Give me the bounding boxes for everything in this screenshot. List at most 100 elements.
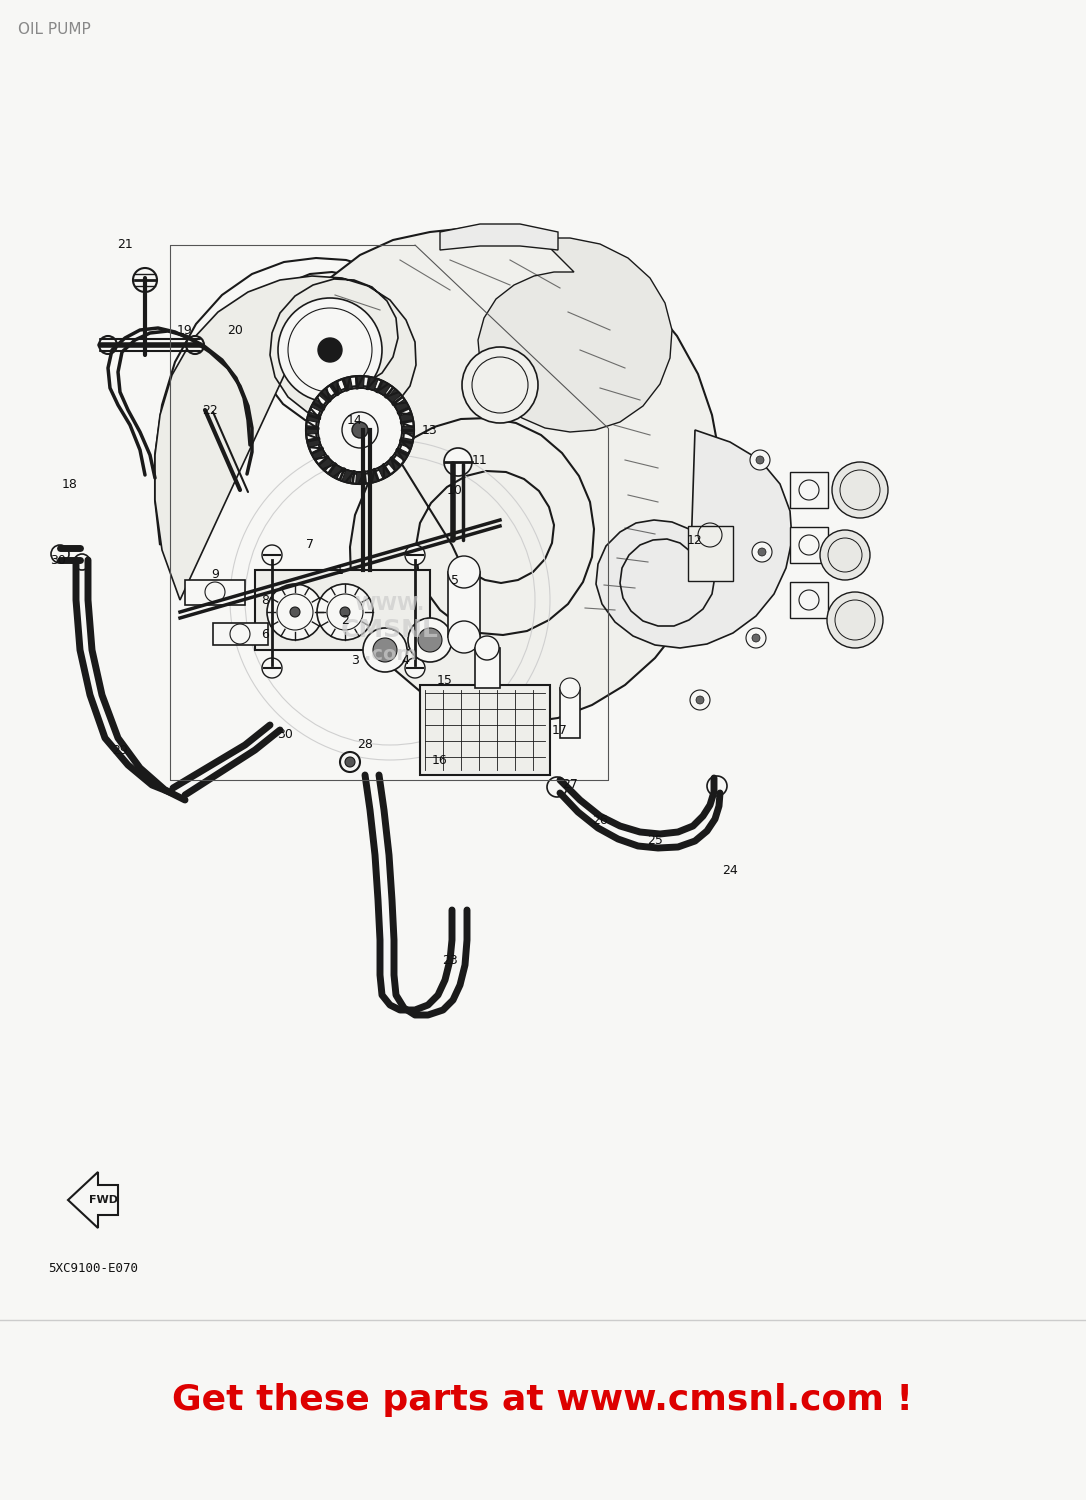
Polygon shape [400, 413, 413, 423]
Circle shape [752, 634, 760, 642]
Circle shape [560, 678, 580, 698]
Polygon shape [329, 381, 342, 396]
Circle shape [51, 544, 70, 562]
Text: 20: 20 [227, 324, 243, 336]
Bar [790, 526, 828, 562]
Bar [689, 526, 733, 580]
Text: 29: 29 [112, 744, 128, 756]
Polygon shape [402, 426, 414, 435]
Circle shape [449, 621, 480, 652]
Polygon shape [378, 465, 391, 478]
Text: 8: 8 [261, 594, 269, 606]
Text: 12: 12 [687, 534, 703, 546]
Polygon shape [307, 438, 320, 448]
Text: 15: 15 [437, 674, 453, 687]
Polygon shape [388, 388, 401, 404]
Circle shape [756, 456, 763, 464]
Circle shape [340, 608, 350, 616]
Bar [420, 686, 550, 776]
Bar [255, 570, 430, 650]
Bar [560, 688, 580, 738]
Bar [185, 580, 245, 604]
Polygon shape [342, 470, 352, 483]
Text: 27: 27 [563, 778, 578, 792]
Circle shape [820, 530, 870, 580]
Polygon shape [305, 228, 720, 723]
Text: 30: 30 [50, 554, 66, 567]
Circle shape [462, 346, 538, 423]
Circle shape [758, 548, 766, 556]
Text: .com: .com [364, 645, 416, 664]
Circle shape [707, 776, 727, 796]
Text: 10: 10 [447, 483, 463, 496]
Text: 5XC9100-E070: 5XC9100-E070 [48, 1262, 138, 1275]
Circle shape [352, 422, 368, 438]
Bar [790, 472, 828, 508]
Circle shape [99, 336, 117, 354]
Circle shape [405, 544, 425, 566]
Polygon shape [342, 376, 352, 390]
Circle shape [444, 448, 472, 476]
Circle shape [318, 338, 342, 362]
Circle shape [317, 584, 372, 640]
Text: Get these parts at www.cmsnl.com !: Get these parts at www.cmsnl.com ! [173, 1383, 913, 1417]
Circle shape [278, 298, 382, 402]
Text: 21: 21 [117, 238, 132, 252]
Text: OIL PUMP: OIL PUMP [18, 22, 91, 38]
Polygon shape [394, 399, 408, 412]
Text: 24: 24 [722, 864, 737, 876]
Text: 26: 26 [592, 813, 608, 826]
Polygon shape [400, 438, 413, 448]
Text: 2: 2 [341, 614, 349, 627]
Text: 14: 14 [348, 414, 363, 426]
Circle shape [186, 336, 204, 354]
Circle shape [547, 777, 567, 796]
Polygon shape [306, 426, 318, 435]
Circle shape [363, 628, 407, 672]
Text: 25: 25 [647, 834, 662, 846]
Circle shape [832, 462, 888, 518]
Text: 7: 7 [306, 538, 314, 552]
Circle shape [405, 658, 425, 678]
Circle shape [696, 696, 704, 703]
Circle shape [306, 376, 414, 484]
Polygon shape [394, 448, 408, 460]
Text: 19: 19 [177, 324, 193, 336]
Text: 17: 17 [552, 723, 568, 736]
Circle shape [449, 556, 480, 588]
Bar [449, 572, 480, 638]
Circle shape [290, 608, 300, 616]
Circle shape [828, 592, 883, 648]
Circle shape [340, 752, 359, 772]
Text: 16: 16 [432, 753, 447, 766]
Text: 28: 28 [357, 738, 372, 752]
Bar [213, 622, 268, 645]
Circle shape [418, 628, 442, 652]
Text: 11: 11 [472, 453, 488, 466]
Polygon shape [367, 470, 378, 483]
Circle shape [74, 554, 90, 570]
Text: 18: 18 [62, 478, 78, 492]
Polygon shape [356, 472, 364, 484]
Polygon shape [312, 399, 326, 412]
Polygon shape [319, 388, 332, 404]
Text: 22: 22 [202, 404, 218, 417]
Polygon shape [440, 224, 558, 251]
Text: 30: 30 [277, 729, 293, 741]
Text: WWW.: WWW. [355, 596, 425, 615]
Circle shape [342, 413, 378, 448]
Polygon shape [378, 381, 391, 396]
Polygon shape [367, 376, 378, 390]
Polygon shape [155, 276, 416, 600]
Circle shape [267, 584, 323, 640]
Bar [475, 648, 500, 688]
Polygon shape [307, 413, 320, 423]
Text: 6: 6 [261, 628, 269, 642]
Circle shape [475, 636, 498, 660]
Circle shape [262, 544, 282, 566]
Text: 13: 13 [422, 423, 438, 436]
Text: 4: 4 [401, 654, 409, 666]
Text: CMSNL: CMSNL [341, 618, 439, 642]
Polygon shape [319, 458, 332, 471]
Circle shape [750, 450, 770, 470]
